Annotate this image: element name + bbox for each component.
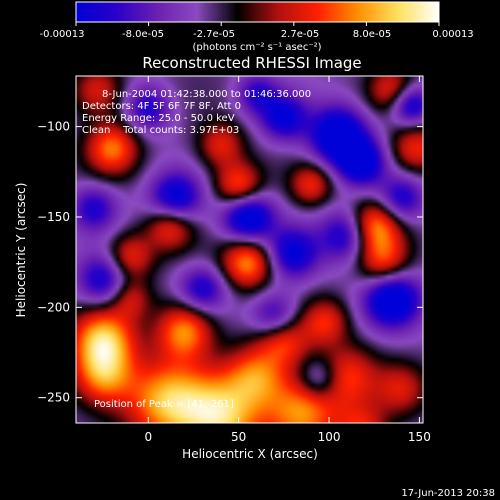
x-tick-label: 100: [318, 430, 341, 444]
colorbar-tick-label: -0.00013: [40, 29, 85, 40]
colorbar-tick-label: 8.0e-05: [353, 29, 391, 40]
y-tick-label: −200: [37, 300, 70, 314]
annotation-block: 8-Jun-2004 01:42:38.000 to 01:46:36.000 …: [82, 89, 311, 410]
axis-ticks: 0 50 100 150 −250 −200 −150 −100: [37, 76, 431, 444]
annotation-peak-position: Position of Peak = [41,-261]: [94, 399, 234, 410]
chart-title: Reconstructed RHESSI Image: [142, 54, 361, 72]
x-tick-label: 150: [408, 430, 431, 444]
x-tick-label: 0: [144, 430, 152, 444]
annotation-time-range: 8-Jun-2004 01:42:38.000 to 01:46:36.000: [102, 89, 311, 100]
colorbar-tick-label: -2.7e-05: [193, 29, 235, 40]
annotation-energy-range: Energy Range: 25.0 - 50.0 keV: [82, 113, 235, 124]
y-tick-label: −100: [37, 120, 70, 134]
colorbar-tick-label: 2.7e-05: [281, 29, 319, 40]
colorbar-strip: [75, 1, 440, 23]
x-axis-label: Heliocentric X (arcsec): [182, 447, 318, 461]
heatmap-canvas: [76, 76, 423, 423]
colorbar: -0.00013 -8.0e-05 -2.7e-05 2.7e-05 8.0e-…: [40, 1, 474, 53]
y-tick-label: −150: [37, 210, 70, 224]
timestamp: 17-Jun-2013 20:38: [401, 488, 495, 499]
colorbar-tick-label: -8.0e-05: [122, 29, 164, 40]
y-axis-label: Heliocentric Y (arcsec): [14, 183, 28, 318]
colorbar-unit-label: (photons cm⁻² s⁻¹ asec⁻²): [192, 42, 321, 53]
x-tick-label: 50: [231, 430, 246, 444]
y-tick-label: −250: [37, 391, 70, 405]
colorbar-tick-label: 0.00013: [432, 29, 473, 40]
plot-area: 0 50 100 150 −250 −200 −150 −100: [37, 75, 431, 444]
colorbar-ticks: [75, 22, 440, 26]
plot-frame: [75, 75, 424, 424]
annotation-detectors: Detectors: 4F 5F 6F 7F 8F, Att 0: [82, 101, 241, 112]
heatmap-image: [76, 76, 423, 423]
annotation-total-counts: Clean Total counts: 3.97E+03: [82, 125, 239, 136]
